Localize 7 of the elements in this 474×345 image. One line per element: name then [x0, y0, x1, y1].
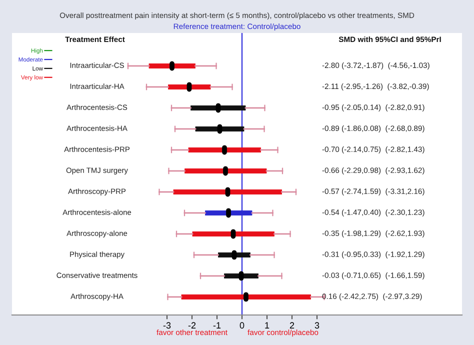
x-tick-label: 1: [265, 322, 270, 328]
x-tick-label: -3: [163, 322, 171, 329]
x-tick-label: 3: [314, 322, 320, 329]
x-tick-label: 2: [290, 322, 294, 328]
x-tick-label: -2: [188, 322, 196, 328]
x-tick-label: 0: [240, 322, 244, 329]
x-tick-label: -1: [213, 322, 221, 328]
